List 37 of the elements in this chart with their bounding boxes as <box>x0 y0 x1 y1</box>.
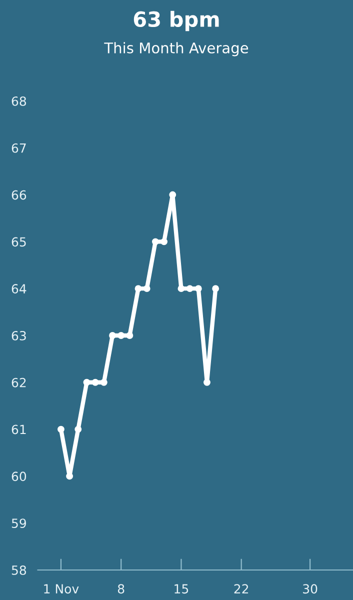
y-tick-label: 66 <box>12 190 26 200</box>
point <box>186 285 194 292</box>
y-tick-label: 62 <box>12 378 26 388</box>
y-tick-label: 65 <box>12 237 26 247</box>
point <box>74 426 82 433</box>
point <box>212 285 220 292</box>
y-tick-label: 63 <box>12 330 26 340</box>
y-tick-label: 67 <box>12 143 26 153</box>
y-tick-label: 59 <box>12 518 26 528</box>
point <box>100 378 108 386</box>
point <box>143 285 150 292</box>
chart-title: 63 bpm <box>134 10 219 32</box>
y-tick-label: 61 <box>12 424 26 434</box>
x-tick-label: 22 <box>234 584 248 594</box>
x-tick-label: 1 Nov <box>44 584 79 594</box>
point <box>118 332 125 339</box>
point <box>83 378 90 386</box>
point <box>169 191 176 198</box>
y-tick-label: 58 <box>12 565 26 575</box>
chart-subtitle: This Month Average <box>104 42 248 56</box>
y-tick-label: 60 <box>12 472 26 482</box>
point <box>194 285 202 292</box>
point <box>134 285 142 292</box>
point <box>152 238 159 246</box>
x-tick-label: 15 <box>174 584 188 594</box>
point <box>126 332 134 339</box>
y-tick-label: 68 <box>12 96 26 106</box>
point <box>178 285 185 292</box>
point <box>204 378 210 386</box>
point <box>66 472 74 480</box>
x-tick-label: 30 <box>303 584 318 594</box>
point <box>160 238 168 246</box>
x-tick-label: 8 <box>118 584 124 594</box>
point <box>57 426 64 433</box>
point <box>92 378 99 386</box>
point <box>109 332 116 339</box>
y-tick-label: 64 <box>12 284 26 294</box>
